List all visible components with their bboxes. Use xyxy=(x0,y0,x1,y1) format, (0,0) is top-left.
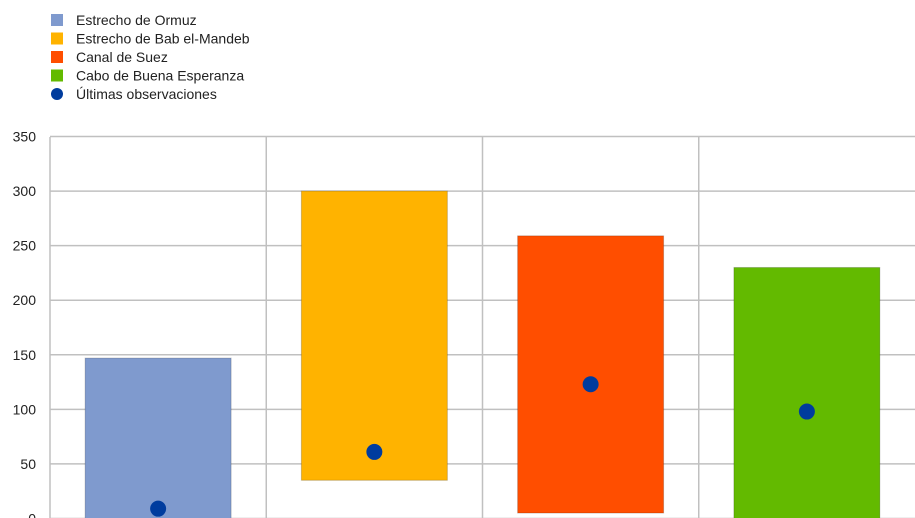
bar-canal-de-suez xyxy=(517,235,665,514)
marker-cabo-de-buena-esperanza xyxy=(798,403,815,420)
bars xyxy=(84,190,881,518)
y-tick-label: 300 xyxy=(13,183,37,199)
legend-item-ultimas-observaciones: Últimas observaciones xyxy=(51,86,217,102)
legend-label: Últimas observaciones xyxy=(76,86,217,102)
bar-cabo-de-buena-esperanza xyxy=(733,266,881,518)
marker-estrecho-de-bab-el-mandeb xyxy=(366,443,383,460)
y-tick-label: 0 xyxy=(28,511,36,518)
bar-estrecho-de-ormuz xyxy=(84,357,232,518)
legend-swatch xyxy=(51,88,63,100)
legend-label: Cabo de Buena Esperanza xyxy=(76,68,244,84)
y-tick-label: 50 xyxy=(20,456,36,472)
y-tick-label: 350 xyxy=(13,129,37,145)
y-tick-label: 250 xyxy=(13,238,37,254)
y-tick-label: 150 xyxy=(13,347,37,363)
bar-estrecho-de-bab-el-mandeb xyxy=(300,190,448,481)
legend-item-estrecho-de-ormuz: Estrecho de Ormuz xyxy=(51,12,197,28)
legend-label: Estrecho de Bab el-Mandeb xyxy=(76,31,250,47)
legend-label: Estrecho de Ormuz xyxy=(76,12,197,28)
marker-canal-de-suez xyxy=(582,376,599,393)
legend: Estrecho de Ormuz Estrecho de Bab el-Mand… xyxy=(51,12,250,102)
legend-swatch xyxy=(51,69,63,82)
legend-swatch xyxy=(51,51,63,63)
marker-estrecho-de-ormuz xyxy=(150,500,167,517)
legend-item-estrecho-de-bab-el-mandeb: Estrecho de Bab el-Mandeb xyxy=(51,31,250,47)
y-tick-label: 200 xyxy=(13,292,37,308)
legend-item-canal-de-suez: Canal de Suez xyxy=(51,49,168,65)
markers xyxy=(150,376,815,517)
legend-label: Canal de Suez xyxy=(76,49,168,65)
legend-swatch xyxy=(51,32,63,45)
legend-swatch xyxy=(51,14,63,26)
legend-item-cabo-de-buena-esperanza: Cabo de Buena Esperanza xyxy=(51,68,244,84)
y-axis: 0 50 100 150 200 250 300 350 xyxy=(13,129,37,518)
y-tick-label: 100 xyxy=(13,401,37,417)
